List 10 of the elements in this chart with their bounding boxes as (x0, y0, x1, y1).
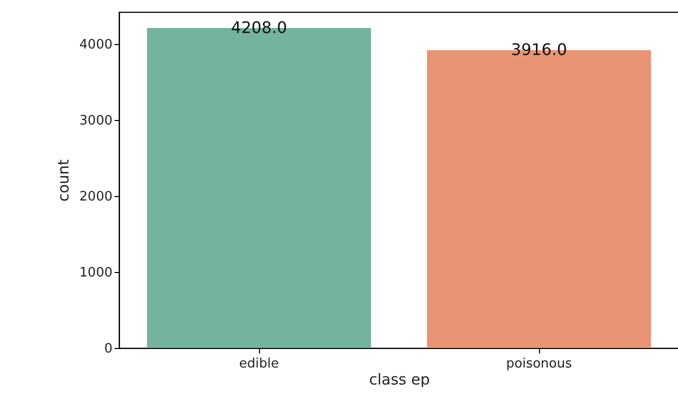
data-label: 4208.0 (231, 18, 287, 37)
y-tick-label: 2000 (79, 189, 112, 204)
y-axis-title: count (54, 159, 72, 202)
y-tick-label: 1000 (79, 265, 112, 280)
x-tick-label: edible (239, 356, 279, 372)
y-tick-label: 4000 (79, 37, 112, 52)
y-tick-label: 0 (104, 342, 112, 356)
x-tick-label: poisonous (506, 356, 572, 372)
y-tick-label: 3000 (79, 113, 112, 128)
data-label: 3916.0 (511, 40, 567, 60)
